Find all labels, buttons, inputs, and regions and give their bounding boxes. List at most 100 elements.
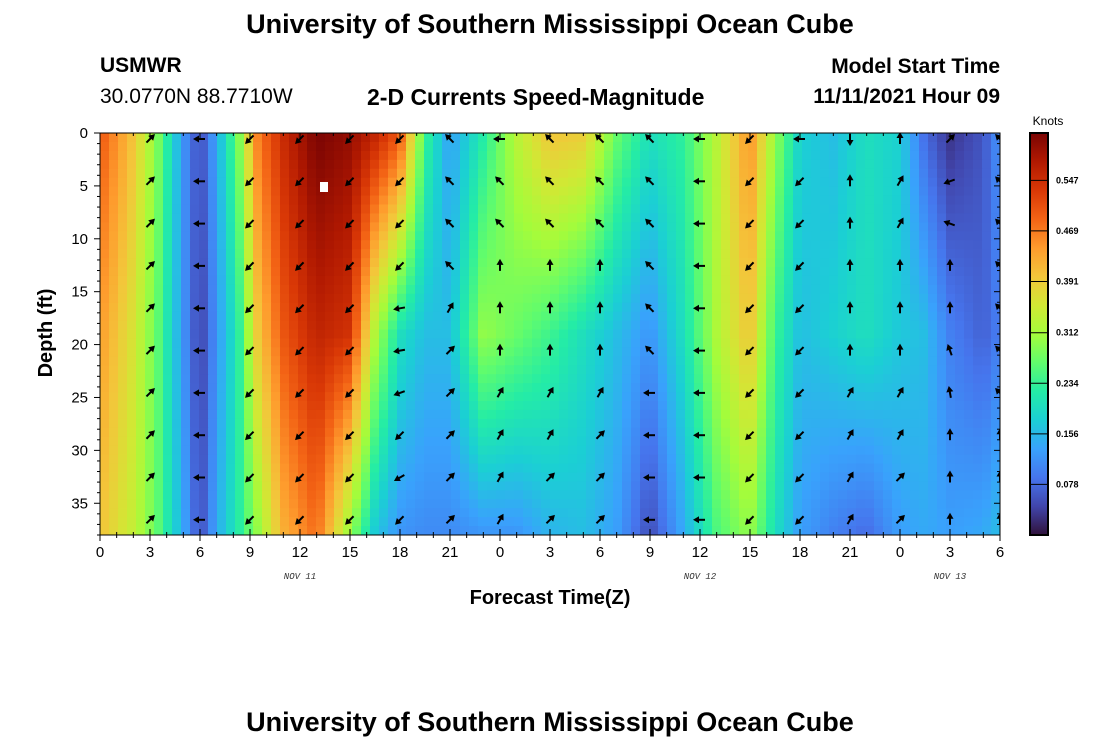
heatmap-cell <box>478 526 488 535</box>
heatmap-cell <box>775 302 785 313</box>
heatmap-cell <box>262 258 272 268</box>
heatmap-cell <box>469 249 479 259</box>
heatmap-cell <box>667 472 677 482</box>
heatmap-cell <box>172 427 182 438</box>
heatmap-cell <box>721 195 731 206</box>
heatmap-cell <box>172 490 182 500</box>
heatmap-cell <box>766 374 776 384</box>
heatmap-cell <box>487 401 497 411</box>
heatmap-cell <box>847 302 857 313</box>
heatmap-cell <box>343 454 353 465</box>
heatmap-cell <box>109 445 119 456</box>
heatmap-cell <box>766 401 776 411</box>
heatmap-cell <box>478 141 488 152</box>
heatmap-cell <box>415 168 425 179</box>
heatmap-cell <box>559 517 569 527</box>
heatmap-cell <box>748 490 758 500</box>
heatmap-cell <box>514 213 524 223</box>
heatmap-cell <box>397 222 407 232</box>
heatmap-cell <box>496 436 506 447</box>
heatmap-cell <box>910 177 920 188</box>
heatmap-cell <box>280 258 290 268</box>
heatmap-cell <box>757 463 767 474</box>
heatmap-cell <box>559 445 569 456</box>
heatmap-cell <box>910 490 920 500</box>
heatmap-cell <box>262 177 272 188</box>
heatmap-cell <box>190 258 200 268</box>
heatmap-cell <box>190 436 200 447</box>
heatmap-cell <box>577 409 587 420</box>
heatmap-cell <box>946 195 956 206</box>
heatmap-cell <box>640 284 650 295</box>
heatmap-cell <box>595 445 605 456</box>
heatmap-cell <box>136 472 146 482</box>
heatmap-cell <box>514 517 524 527</box>
heatmap-cell <box>640 338 650 348</box>
heatmap-cell <box>586 383 596 393</box>
heatmap-cell <box>748 141 758 152</box>
heatmap-cell <box>559 267 569 277</box>
heatmap-cell <box>262 159 272 170</box>
heatmap-cell <box>829 338 839 348</box>
heatmap-cell <box>811 311 821 322</box>
heatmap-cell <box>991 401 1000 411</box>
heatmap-cell <box>793 293 803 304</box>
heatmap-cell <box>370 204 380 214</box>
heatmap-cell <box>217 177 227 188</box>
heatmap-cell <box>289 338 299 348</box>
heatmap-cell <box>145 159 155 170</box>
heatmap-cell <box>712 392 722 402</box>
heatmap-cell <box>712 293 722 304</box>
heatmap-cell <box>154 401 164 411</box>
heatmap-cell <box>640 383 650 393</box>
heatmap-cell <box>478 177 488 188</box>
heatmap-cell <box>415 249 425 259</box>
heatmap-cell <box>514 526 524 535</box>
heatmap-cell <box>712 329 722 340</box>
heatmap-cell <box>136 490 146 500</box>
heatmap-cell <box>280 436 290 447</box>
x-tick-label: 6 <box>596 544 604 561</box>
heatmap-cell <box>316 258 326 268</box>
heatmap-cell <box>847 311 857 322</box>
heatmap-cell <box>226 249 236 259</box>
heatmap-cell <box>487 499 497 509</box>
heatmap-cell <box>604 168 614 179</box>
heatmap-cell <box>865 445 875 456</box>
heatmap-cell <box>109 150 119 161</box>
heatmap-cell <box>226 499 236 509</box>
heatmap-cell <box>163 481 173 491</box>
heatmap-cell <box>928 258 938 268</box>
heatmap-cell <box>298 249 308 259</box>
current-vector-arrow <box>745 473 755 483</box>
heatmap-cell <box>838 258 848 268</box>
heatmap-cell <box>469 284 479 295</box>
heatmap-cell <box>766 311 776 322</box>
heatmap-cell <box>442 231 452 241</box>
heatmap-cell <box>550 374 560 384</box>
heatmap-cell <box>739 526 749 535</box>
heatmap-cell <box>919 168 929 179</box>
current-vector-arrow <box>846 513 854 525</box>
heatmap-cell <box>946 275 956 286</box>
heatmap-cell <box>784 177 794 188</box>
heatmap-cell <box>757 284 767 295</box>
heatmap-cell <box>127 383 137 393</box>
heatmap-cell <box>424 204 434 214</box>
heatmap-cell <box>649 213 659 223</box>
heatmap-cell <box>505 401 515 411</box>
x-tick-label: 6 <box>996 544 1004 561</box>
heatmap-cell <box>793 356 803 366</box>
heatmap-cell <box>595 436 605 447</box>
heatmap-cell <box>793 454 803 465</box>
heatmap-cell <box>109 213 119 223</box>
current-vector-arrow <box>193 516 205 524</box>
heatmap-cell <box>586 338 596 348</box>
heatmap-cell <box>829 150 839 161</box>
heatmap-cell <box>145 168 155 179</box>
heatmap-cell <box>226 526 236 535</box>
heatmap-cell <box>298 320 308 331</box>
heatmap-cell <box>280 133 290 143</box>
heatmap-cell <box>235 302 245 313</box>
heatmap-cell <box>460 302 470 313</box>
